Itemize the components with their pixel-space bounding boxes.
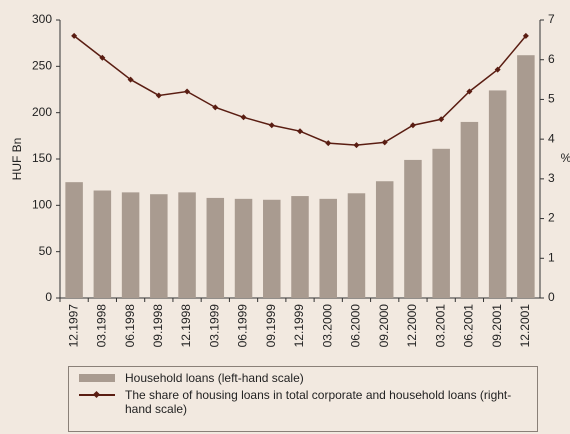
y2-tick-label: 0 (548, 290, 555, 304)
bar (206, 197, 225, 298)
bar (432, 148, 450, 298)
line-marker (466, 88, 473, 95)
plot: HUF Bn % 0 50 100 150 200 250 300 0 1 2 3 4 5 6 7 12.19… (10, 12, 570, 348)
legend-swatch (77, 388, 117, 402)
x-tick-label: 03.2001 (433, 304, 447, 348)
line-marker (155, 92, 162, 99)
legend-item: Household loans (left-hand scale) (77, 371, 529, 385)
bar (375, 181, 394, 298)
x-tick-label: 12.2001 (518, 304, 532, 348)
y2-tick-label: 1 (548, 250, 555, 264)
x-tick-label: 09.2001 (490, 304, 504, 348)
x-tick-label: 12.1998 (179, 304, 193, 348)
x-tick-label: 06.1998 (123, 304, 137, 348)
bar (488, 90, 507, 298)
line-marker (71, 32, 78, 39)
y-tick-label: 250 (32, 59, 52, 73)
legend: Household loans (left-hand scale) The sha… (68, 366, 538, 432)
x-tick-label: 03.1998 (95, 304, 109, 348)
y-tick-label: 200 (32, 105, 52, 119)
y-tick-label: 50 (39, 244, 53, 258)
line-marker (184, 88, 191, 95)
y2-tick-label: 2 (548, 211, 555, 225)
x-tick-label: 12.1997 (66, 304, 80, 348)
y2-tick-label: 6 (548, 52, 555, 66)
bar (121, 192, 140, 298)
line-marker (297, 128, 303, 135)
x-tick-label: 09.1999 (264, 304, 278, 348)
y-tick-label: 300 (32, 12, 52, 26)
x-tick-label: 06.2001 (462, 304, 476, 348)
bar (460, 121, 479, 298)
bar (517, 55, 535, 298)
x-tick-label: 12.2000 (405, 304, 419, 348)
line-marker (353, 142, 360, 149)
legend-swatch (77, 371, 117, 385)
x-tick-label: 12.1999 (292, 304, 306, 348)
line-marker (99, 54, 106, 61)
bar (234, 198, 253, 298)
y2-tick-label: 7 (548, 12, 555, 26)
bar (93, 190, 112, 298)
line-marker (240, 114, 247, 121)
y2-tick-label: 4 (548, 131, 555, 145)
bar (319, 198, 337, 298)
y-tick-label: 150 (32, 151, 52, 165)
line-marker (212, 104, 219, 111)
line-marker (522, 32, 529, 39)
x-tick-label: 03.2000 (320, 304, 334, 348)
y-axis-label: HUF Bn (10, 138, 24, 181)
line-marker (438, 116, 445, 123)
y-tick-label: 0 (45, 290, 52, 304)
x-tick-label: 09.2000 (377, 304, 391, 348)
legend-label: The share of housing loans in total corp… (125, 388, 512, 416)
x-tick-label: 06.1999 (236, 304, 250, 348)
bar (291, 196, 309, 298)
line-marker (325, 140, 332, 147)
line-marker (127, 76, 134, 83)
y2-tick-label: 3 (548, 171, 555, 185)
x-tick-label: 06.2000 (349, 304, 363, 348)
line-marker (381, 139, 388, 146)
bar (178, 192, 196, 298)
bar (263, 199, 281, 298)
x-tick-label: 03.1999 (207, 304, 221, 348)
legend-item: The share of housing loans in total corp… (77, 388, 529, 416)
bar (347, 193, 366, 298)
y2-axis-label: % (561, 151, 570, 165)
line-marker (494, 66, 501, 73)
bar (404, 159, 422, 298)
bar (150, 194, 168, 298)
legend-label: Household loans (left-hand scale) (125, 371, 304, 385)
line-marker (409, 122, 416, 129)
x-tick-label: 09.1998 (151, 304, 165, 348)
y-tick-label: 100 (32, 198, 52, 212)
line-marker (268, 122, 275, 129)
bar (65, 182, 83, 298)
y2-tick-label: 5 (548, 92, 555, 106)
